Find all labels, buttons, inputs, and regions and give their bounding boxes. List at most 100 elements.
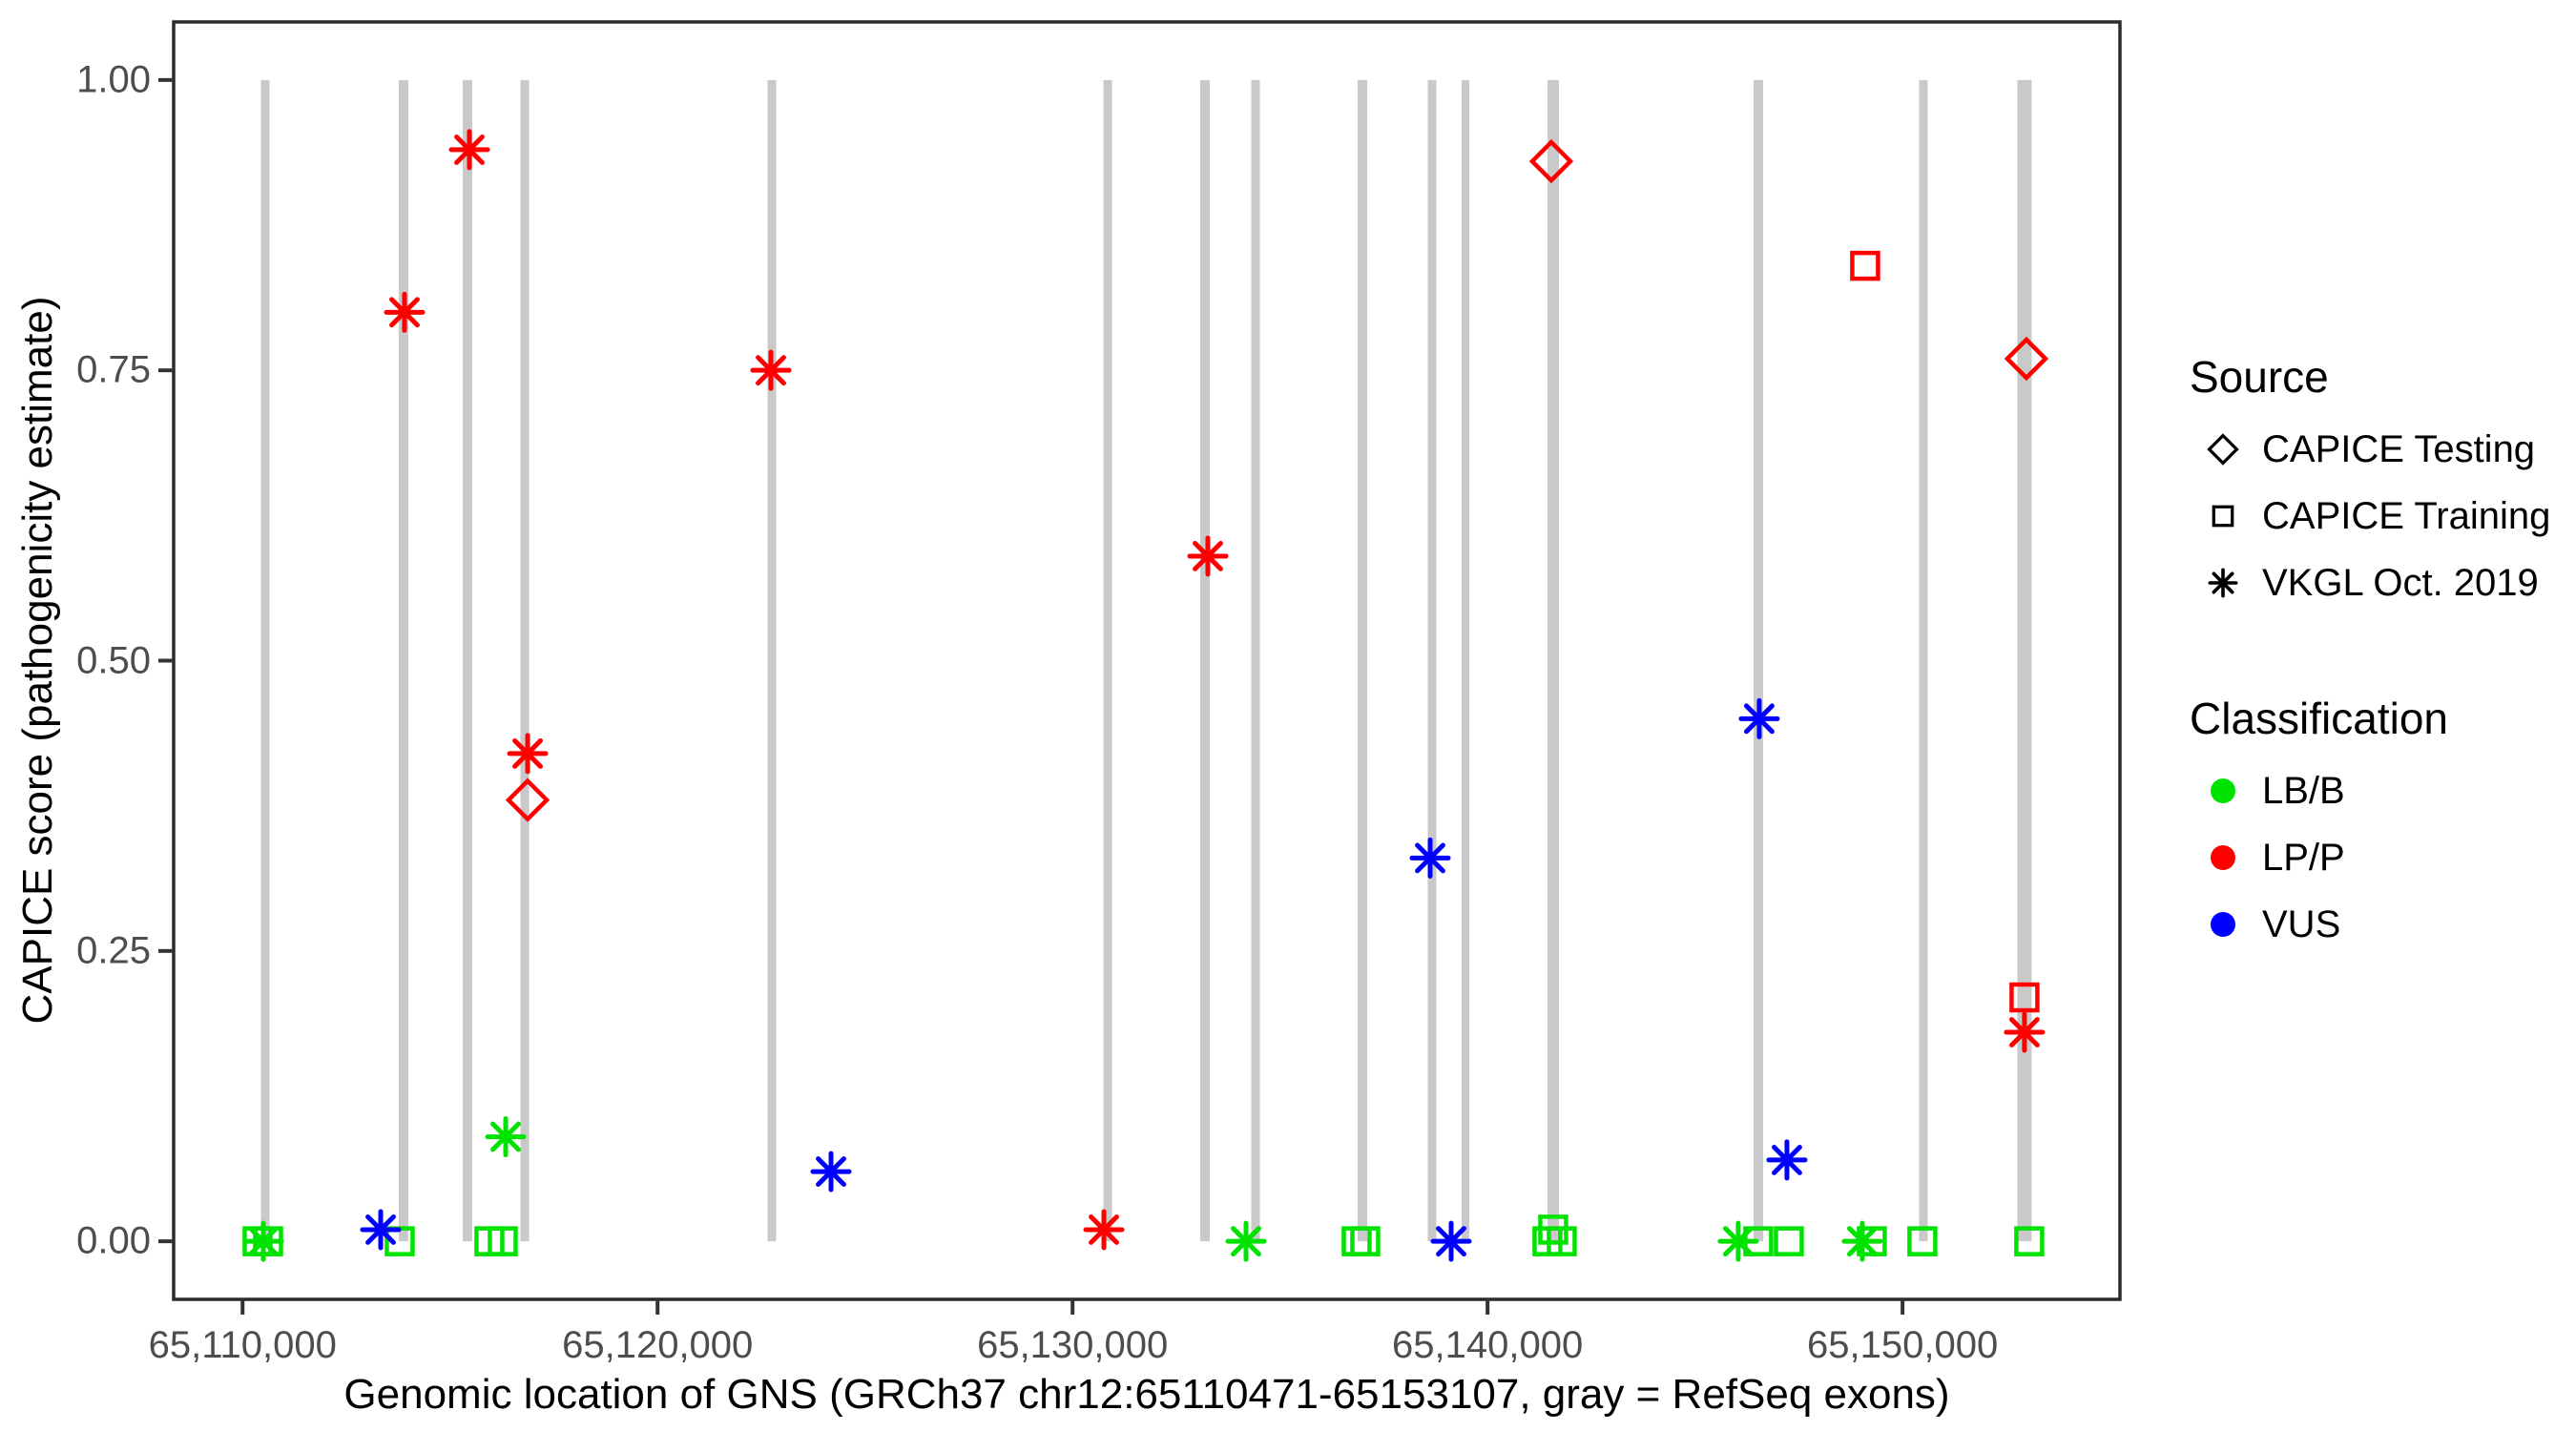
refseq-exon-bar <box>1461 79 1469 1242</box>
data-point <box>2014 1226 2045 1256</box>
refseq-exon-bar <box>1103 79 1112 1242</box>
diamond-glyph <box>2207 433 2239 466</box>
legend-item-label: CAPICE Training <box>2262 494 2551 537</box>
refseq-exon-bar <box>1199 79 1210 1242</box>
data-point <box>360 1209 402 1251</box>
legend-source-title: Source <box>2190 352 2329 402</box>
y-tick-label: 0.50 <box>76 639 151 681</box>
refseq-exon-bar <box>767 79 777 1242</box>
refseq-exon-bar <box>2017 79 2032 1242</box>
asterisk-arm <box>1772 1144 1802 1175</box>
legend-item-label: LB/B <box>2262 769 2345 812</box>
square-legend-icon <box>2190 489 2256 543</box>
asterisk-arm <box>1089 1214 1119 1245</box>
dot-glyph <box>2211 845 2235 870</box>
asterisk-arm <box>816 1156 846 1188</box>
asterisk-arm <box>454 134 485 165</box>
dot-glyph <box>2211 778 2235 803</box>
refseq-exon-bar <box>1547 79 1559 1242</box>
legend-key-canvas <box>2207 433 2239 466</box>
legend-item-label: VKGL Oct. 2019 <box>2262 561 2539 604</box>
asterisk-arm <box>248 1226 279 1257</box>
asterisk-arm <box>1231 1226 1261 1257</box>
legend-key-canvas <box>2211 778 2235 803</box>
asterisk-arm <box>1436 1226 1466 1257</box>
x-axis-title: Genomic location of GNS (GRCh37 chr12:65… <box>343 1371 1950 1418</box>
legend-key-canvas <box>2212 505 2234 528</box>
dot-legend-icon <box>2190 831 2256 884</box>
data-point <box>488 1226 518 1256</box>
data-point <box>485 1116 527 1158</box>
y-tick-label: 1.00 <box>76 58 151 101</box>
diamond-legend-icon <box>2190 423 2256 476</box>
legend-item: LP/P <box>2190 824 2571 891</box>
refseq-exon-bar <box>398 79 408 1242</box>
legend-item-label: LP/P <box>2262 836 2345 879</box>
data-point <box>1225 1220 1267 1262</box>
data-point <box>2004 1011 2046 1053</box>
square-glyph <box>2212 505 2234 528</box>
legend-classification: Classification LB/B LP/P VUS <box>2190 693 2571 958</box>
data-point <box>1528 138 1574 184</box>
data-point <box>1774 1226 1804 1256</box>
data-point <box>1850 250 1880 281</box>
data-point <box>1350 1226 1381 1256</box>
data-point <box>1907 1226 1938 1256</box>
data-point <box>384 291 426 333</box>
refseq-exon-bar <box>1357 79 1367 1242</box>
asterisk-legend-icon <box>2190 556 2256 610</box>
asterisk-arm <box>365 1214 396 1245</box>
legend-item: CAPICE Training <box>2190 483 2571 550</box>
y-tick-label: 0.00 <box>76 1219 151 1262</box>
asterisk-arm <box>490 1121 521 1152</box>
data-point <box>1717 1220 1759 1262</box>
x-tick-label: 65,130,000 <box>977 1324 1169 1366</box>
legend-item: VUS <box>2190 891 2571 958</box>
asterisk-arm <box>2212 571 2234 594</box>
x-tick-label: 65,120,000 <box>562 1324 754 1366</box>
refseq-exon-bar <box>462 79 473 1242</box>
asterisk-arm <box>389 297 420 328</box>
x-tick-label: 65,150,000 <box>1807 1324 1999 1366</box>
asterisk-arm <box>512 737 543 769</box>
legend-classification-items: LB/B LP/P VUS <box>2190 757 2571 958</box>
dot-legend-icon <box>2190 898 2256 951</box>
asterisk-arm <box>1722 1226 1754 1257</box>
x-tick-label: 65,110,000 <box>148 1324 337 1366</box>
y-axis-title: CAPICE score (pathogenicity estimate) <box>14 296 61 1025</box>
legend-source-items: CAPICE Testing CAPICE Training VKGL Oct. 2… <box>2190 416 2571 616</box>
asterisk-arm <box>756 355 786 386</box>
dot-legend-icon <box>2190 764 2256 818</box>
y-tick-label: 0.25 <box>76 929 151 972</box>
dot-glyph <box>2211 912 2235 937</box>
data-point <box>2004 336 2049 382</box>
legend-source: Source CAPICE Testing CAPICE Training VKGL… <box>2190 351 2571 616</box>
data-point <box>1766 1139 1808 1181</box>
refseq-exon-bar <box>1919 79 1928 1242</box>
refseq-exon-bar <box>260 79 270 1242</box>
asterisk-arm <box>1846 1226 1878 1257</box>
legend-item-label: VUS <box>2262 902 2341 945</box>
data-point <box>810 1151 852 1192</box>
refseq-exon-bar <box>1251 79 1260 1242</box>
legend-item: CAPICE Testing <box>2190 416 2571 483</box>
data-point <box>1409 837 1451 879</box>
data-point <box>448 129 490 171</box>
data-point <box>1841 1220 1883 1262</box>
data-point <box>507 733 549 775</box>
refseq-exon-bar <box>520 79 530 1242</box>
refseq-exon-bar <box>1427 79 1437 1242</box>
data-point <box>242 1220 284 1262</box>
data-point <box>1187 535 1229 577</box>
asterisk-glyph <box>2208 568 2238 598</box>
data-point <box>1538 1214 1568 1245</box>
legend-item: LB/B <box>2190 757 2571 824</box>
data-point <box>1430 1220 1472 1262</box>
refseq-exon-bar <box>1753 79 1763 1242</box>
data-point <box>505 778 551 822</box>
legend-key-canvas <box>2208 568 2238 598</box>
asterisk-arm <box>2008 1017 2040 1047</box>
data-point <box>1738 697 1780 739</box>
